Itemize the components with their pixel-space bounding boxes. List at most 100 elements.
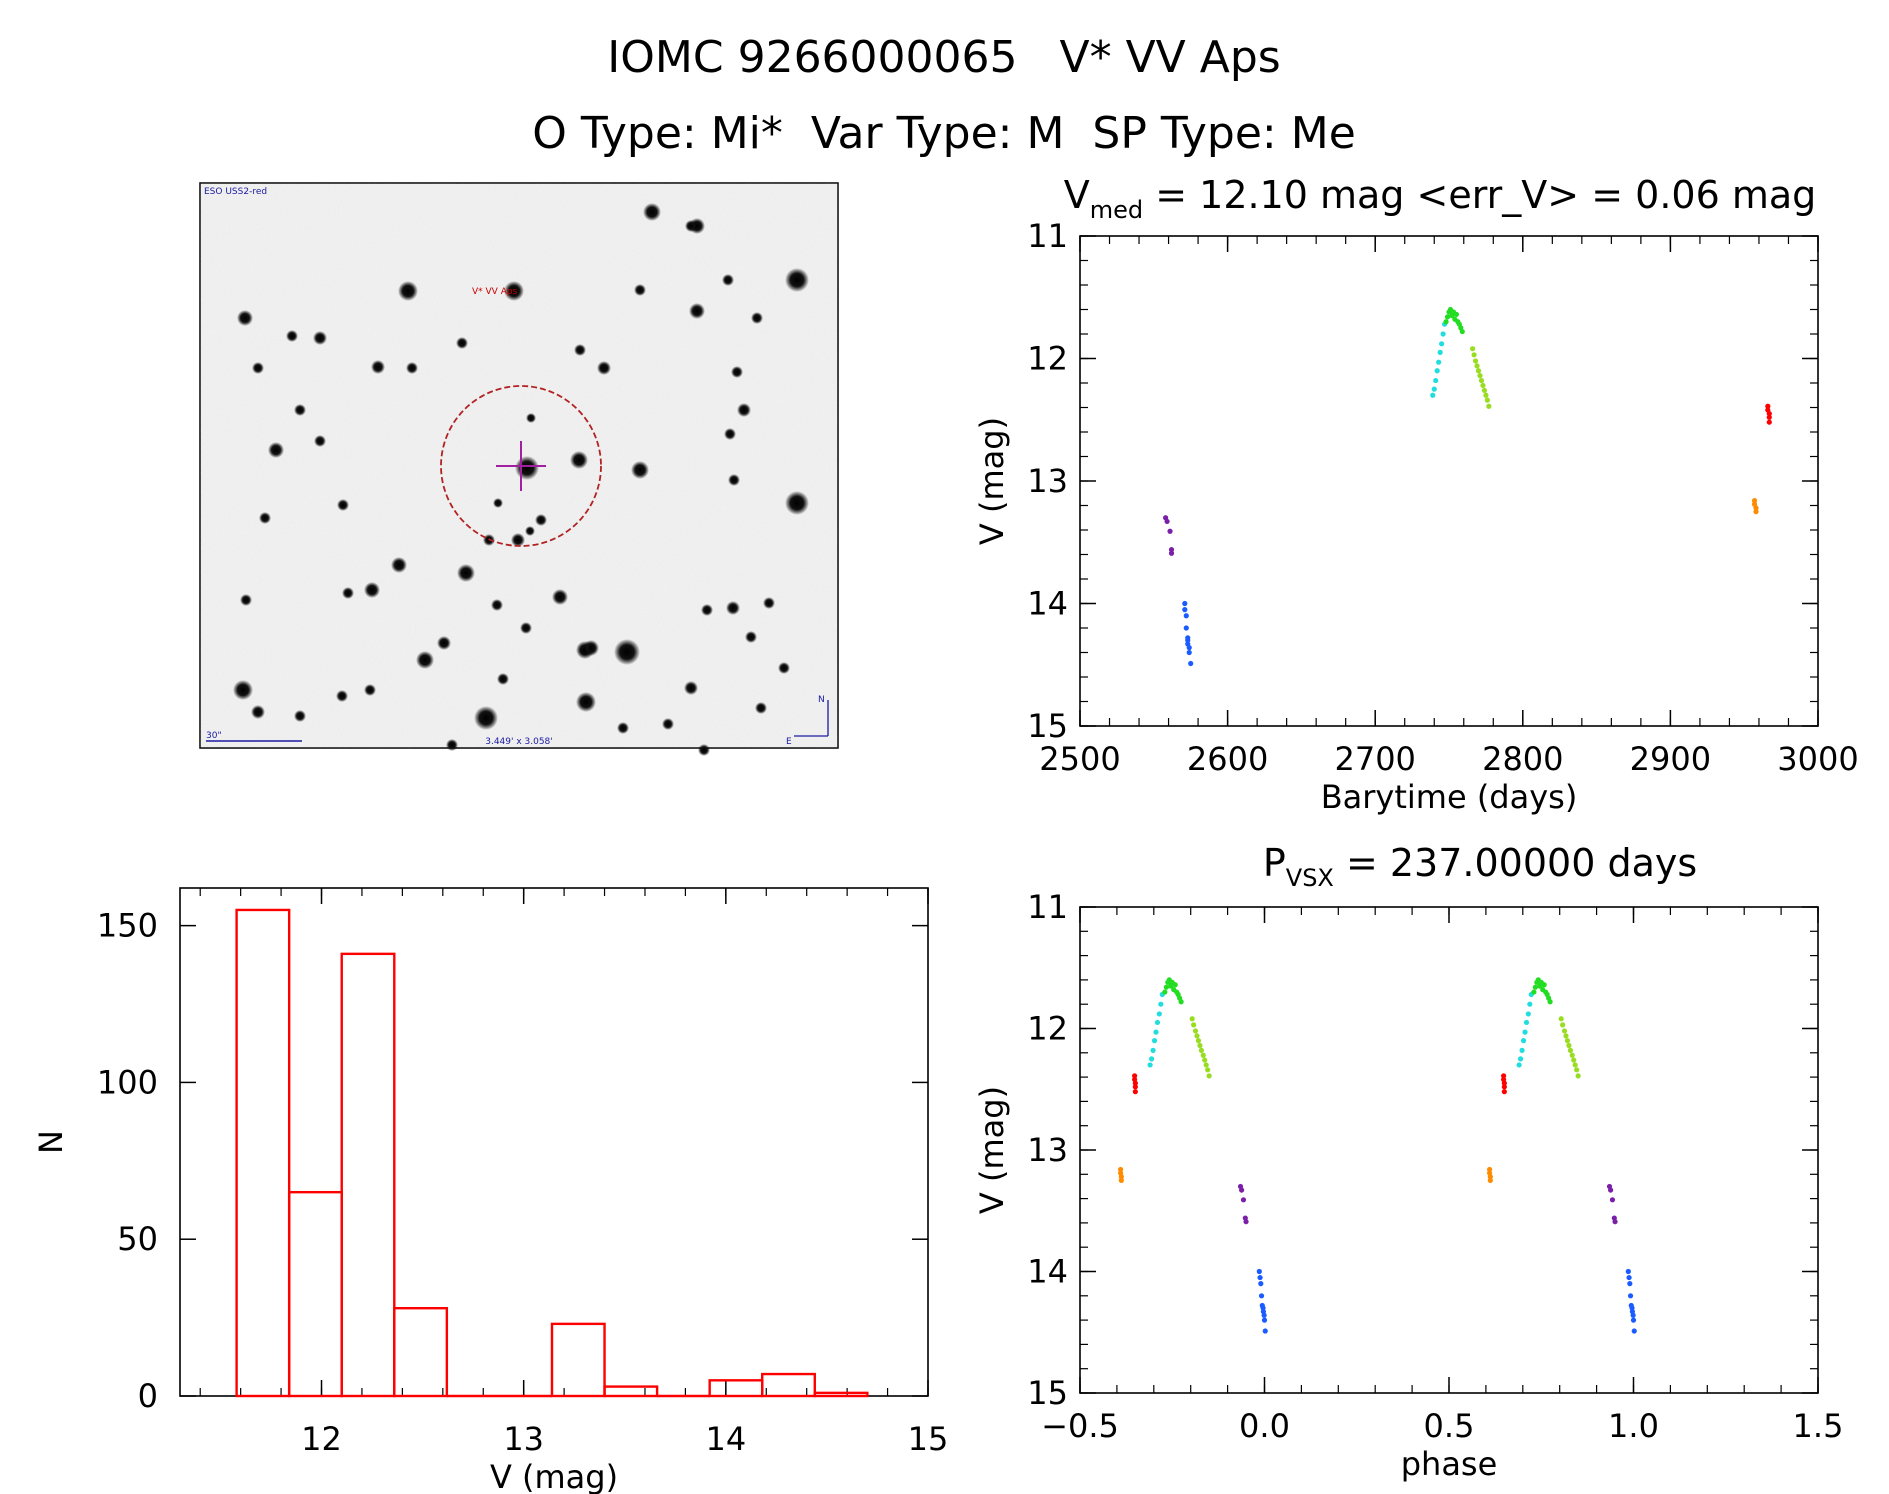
finder-star <box>240 594 252 606</box>
finder-star <box>456 337 468 349</box>
finder-star <box>643 203 661 221</box>
hist-bar <box>603 1385 659 1398</box>
finder-star <box>785 268 809 292</box>
finder-star <box>497 673 509 685</box>
ph-xtick-label: 1.5 <box>1793 1407 1844 1445</box>
finder-star <box>493 498 503 508</box>
ph-point-segment-3 <box>1522 1029 1528 1035</box>
hist-xtick-label: 15 <box>908 1420 949 1458</box>
lc-point-segment-3 <box>1440 331 1446 337</box>
finder-star <box>336 690 348 702</box>
ph-point-segment-5 <box>1194 1033 1200 1039</box>
ph-title-main: P <box>1263 841 1286 885</box>
ph-point-segment-3 <box>1158 1001 1164 1007</box>
ph-ylabel: V (mag) <box>973 1086 1011 1214</box>
ph-point-segment-2 <box>1258 1293 1265 1299</box>
finder-star <box>416 651 434 669</box>
ph-point-segment-1 <box>1243 1219 1249 1225</box>
finder-target-circle <box>440 385 602 547</box>
finder-star <box>251 705 265 719</box>
lc-point-segment-1 <box>1168 550 1175 556</box>
ph-point-segment-3 <box>1519 1047 1525 1053</box>
finder-star <box>755 702 767 714</box>
ph-point-segment-3 <box>1523 1019 1530 1026</box>
lc-point-segment-4 <box>1453 311 1459 317</box>
finder-star <box>728 474 740 486</box>
ph-point-segment-5 <box>1567 1047 1574 1053</box>
finder-star <box>698 744 710 756</box>
finder-star <box>583 640 599 656</box>
ph-point-segment-2 <box>1627 1281 1633 1287</box>
ph-point-segment-4 <box>1532 984 1538 990</box>
lc-point-segment-5 <box>1478 377 1485 384</box>
ph-point-segment-7 <box>1132 1089 1138 1095</box>
lc-point-segment-3 <box>1436 359 1442 365</box>
lc-point-segment-4 <box>1459 328 1465 335</box>
finder-star <box>526 413 536 423</box>
ph-point-segment-5 <box>1205 1067 1211 1073</box>
hist-bar <box>813 1391 869 1398</box>
lc-point-segment-2 <box>1182 600 1188 607</box>
ph-point-segment-1 <box>1612 1219 1618 1225</box>
ph-point-segment-7 <box>1501 1084 1507 1090</box>
finder-star <box>237 310 253 326</box>
ph-point-segment-3 <box>1525 1011 1531 1017</box>
finder-star <box>337 499 349 511</box>
lc-point-segment-3 <box>1439 341 1445 347</box>
lc-point-segment-5 <box>1475 368 1482 374</box>
finder-fov-label: 3.449' x 3.058' <box>485 737 553 747</box>
phased-curve-panel: PVSX = 237.00000 days −0.5 0.0 0.5 1.0 1.5 11… <box>973 841 1843 1483</box>
ph-point-segment-3 <box>1151 1038 1158 1044</box>
ph-xtick-label: 0.5 <box>1424 1407 1475 1445</box>
ph-point-segment-5 <box>1566 1042 1572 1049</box>
finder-star <box>597 361 611 375</box>
ph-point-segment-1 <box>1608 1187 1614 1193</box>
lc-xtick-label: 2500 <box>1039 740 1120 778</box>
ph-point-segment-2 <box>1257 1274 1263 1281</box>
finder-star <box>294 404 306 416</box>
lc-point-segment-6 <box>1753 509 1759 515</box>
finder-star <box>662 718 674 730</box>
lc-xtick-label: 2700 <box>1334 740 1415 778</box>
ph-point-segment-5 <box>1571 1057 1577 1063</box>
lc-ytick-label: 11 <box>1027 217 1068 255</box>
ph-point-segment-6 <box>1118 1177 1124 1183</box>
lc-point-segment-4 <box>1444 314 1451 320</box>
lc-point-segment-7 <box>1766 411 1772 417</box>
hist-xtick-label: 12 <box>301 1420 342 1458</box>
lc-point-segment-5 <box>1486 403 1492 409</box>
lc-point-segment-6 <box>1753 505 1759 511</box>
hist-ylabel: N <box>32 1130 70 1154</box>
ph-point-segment-5 <box>1197 1042 1203 1049</box>
ph-xtick-label: −0.5 <box>1041 1407 1119 1445</box>
light-curve-panel: Vmed = 12.10 mag <err_V> = 0.06 mag 2500… <box>973 173 1859 816</box>
ph-point-segment-3 <box>1150 1047 1156 1053</box>
finder-star <box>525 526 535 536</box>
finder-star <box>371 360 385 374</box>
hist-plot-frame <box>179 887 929 1397</box>
finder-chart: ESO USS2-red V* VV Aps 30" 3.449' x 3.05… <box>199 182 839 756</box>
lc-point-segment-5 <box>1481 387 1488 393</box>
lc-point-segment-3 <box>1433 377 1439 384</box>
lc-point-segment-3 <box>1431 386 1437 392</box>
lc-ytick-label: 13 <box>1027 462 1068 500</box>
finder-star <box>515 456 539 480</box>
lc-title-main: V <box>1064 173 1090 217</box>
ph-ytick-label: 12 <box>1027 1010 1068 1048</box>
finder-star <box>731 366 743 378</box>
ph-point-segment-7 <box>1132 1084 1138 1090</box>
finder-star <box>576 692 596 712</box>
hist-xtick-label: 13 <box>503 1420 544 1458</box>
lc-point-segment-1 <box>1164 518 1170 525</box>
finder-star <box>504 281 524 301</box>
ph-point-segment-2 <box>1258 1281 1264 1287</box>
ph-point-segment-3 <box>1517 1056 1524 1062</box>
finder-star <box>457 564 475 582</box>
ph-point-segment-6 <box>1487 1177 1493 1183</box>
finder-star <box>570 451 588 469</box>
finder-star <box>286 330 298 342</box>
ph-point-segment-3 <box>1527 1001 1533 1007</box>
ph-point-segment-7 <box>1501 1073 1507 1079</box>
finder-star <box>259 512 271 524</box>
